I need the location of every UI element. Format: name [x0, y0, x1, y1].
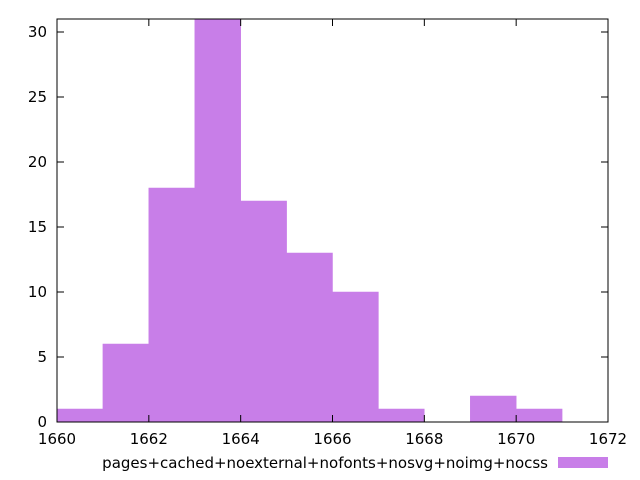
- plot-frame: [56, 18, 609, 423]
- x-tick-label-1: 1662: [130, 430, 168, 448]
- histogram-bar-1: [102, 343, 150, 423]
- histogram-bar-3: [194, 18, 241, 423]
- bars-group: [56, 18, 563, 423]
- y-tick-label-1: 5: [37, 348, 47, 366]
- legend-label: pages+cached+noexternal+nofonts+nosvg+no…: [102, 454, 548, 472]
- histogram-bar-8: [470, 395, 517, 423]
- histogram-bar-5: [286, 252, 333, 423]
- x-tick-label-4: 1668: [405, 430, 443, 448]
- histogram-bar-9: [515, 408, 563, 423]
- x-tick-label-0: 1660: [38, 430, 76, 448]
- y-tick-labels: 0 5 10 15 20 25 30: [28, 23, 47, 431]
- x-tick-label-2: 1664: [222, 430, 260, 448]
- histogram-bar-7: [378, 408, 425, 423]
- y-tick-label-2: 10: [28, 283, 47, 301]
- legend: pages+cached+noexternal+nofonts+nosvg+no…: [102, 454, 608, 472]
- x-tick-label-3: 1666: [313, 430, 351, 448]
- y-tick-label-3: 15: [28, 218, 47, 236]
- histogram-bar-0: [56, 408, 104, 423]
- x-tick-label-5: 1670: [497, 430, 535, 448]
- y-tick-label-5: 25: [28, 88, 47, 106]
- histogram-bar-6: [332, 291, 379, 423]
- x-tick-labels: 1660 1662 1664 1666 1668 1670 1672: [38, 430, 627, 448]
- y-tick-label-4: 20: [28, 153, 47, 171]
- y-tick-label-0: 0: [37, 413, 47, 431]
- histogram-bar-2: [148, 187, 195, 423]
- legend-swatch: [558, 457, 608, 468]
- x-tick-label-6: 1672: [589, 430, 627, 448]
- histogram-bar-4: [240, 200, 287, 423]
- y-tick-label-6: 30: [28, 23, 47, 41]
